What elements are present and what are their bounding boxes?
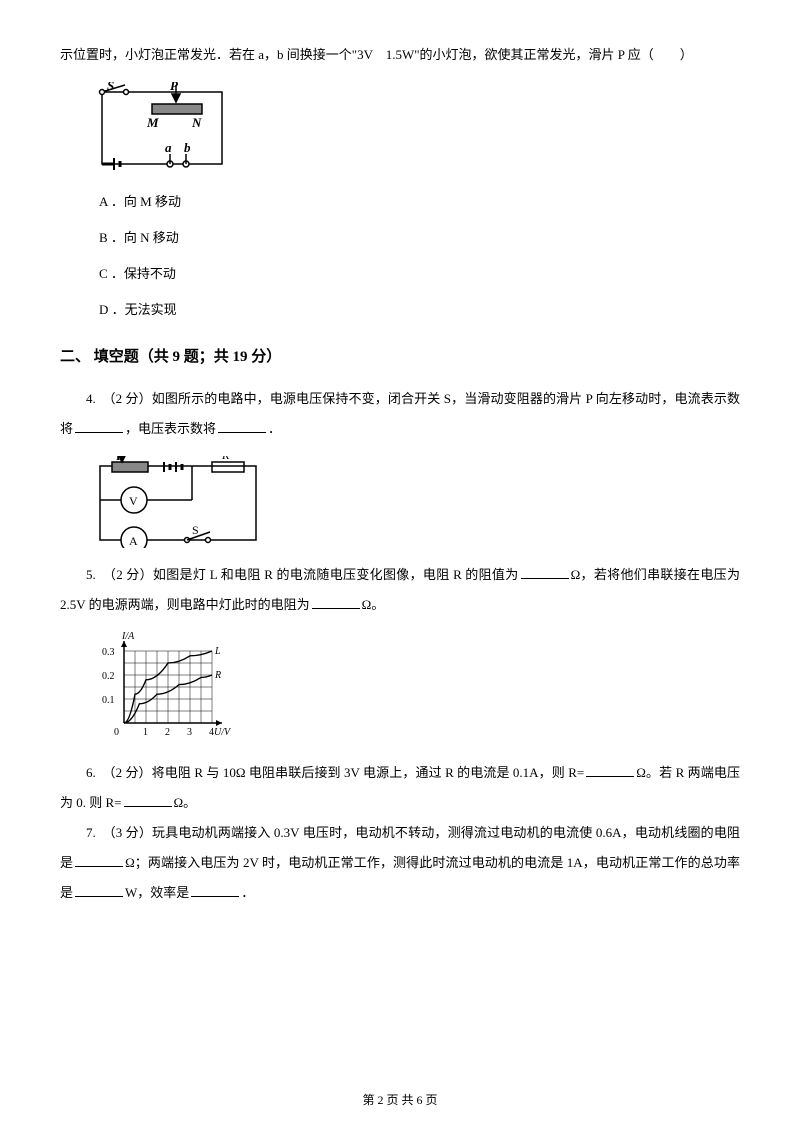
svg-text:0: 0 (114, 727, 119, 738)
svg-text:1: 1 (143, 727, 148, 738)
q7-blank2[interactable] (75, 882, 123, 897)
q5-text-a: 5. （2 分）如图是灯 L 和电阻 R 的电流随电压变化图像，电阻 R 的阻值… (86, 567, 519, 582)
label-V: V (129, 494, 138, 508)
q3-text: 示位置时，小灯泡正常发光．若在 a，b 间换接一个"3V 1.5W"的小灯泡，欲… (60, 40, 740, 70)
q5-blank1[interactable] (521, 564, 569, 579)
q6-text: 6. （2 分）将电阻 R 与 10Ω 电阻串联后接到 3V 电源上，通过 R … (60, 758, 740, 818)
label-P: P (170, 82, 179, 93)
q3-option-d: D ．无法实现 (99, 297, 740, 323)
label-S: S (107, 82, 114, 93)
svg-text:3: 3 (187, 727, 192, 738)
q6-text-c: Ω。 (174, 795, 197, 810)
svg-text:0.3: 0.3 (102, 647, 115, 658)
q6-blank2[interactable] (124, 792, 172, 807)
q7-blank3[interactable] (191, 882, 239, 897)
q6-text-a: 6. （2 分）将电阻 R 与 10Ω 电阻串联后接到 3V 电源上，通过 R … (86, 765, 584, 780)
svg-text:0.1: 0.1 (102, 695, 115, 706)
section2-title: 二、 填空题（共 9 题；共 19 分） (60, 345, 740, 366)
q3-option-c: C ．保持不动 (99, 261, 740, 287)
q5-text-c: Ω。 (362, 597, 385, 612)
q4-blank1[interactable] (75, 418, 123, 433)
q3-option-a: A ．向 M 移动 (99, 189, 740, 215)
label-R4: R (221, 456, 230, 462)
svg-text:2: 2 (165, 727, 170, 738)
q7-text-d: ． (241, 885, 254, 900)
q6-blank1[interactable] (586, 762, 634, 777)
label-a: a (165, 140, 172, 155)
page-footer: 第 2 页 共 6 页 (0, 1091, 800, 1108)
q3-option-b: B ．向 N 移动 (99, 225, 740, 251)
q4-text: 4. （2 分）如图所示的电路中，电源电压保持不变，闭合开关 S，当滑动变阻器的… (60, 384, 740, 444)
q3-circuit-figure: S P M N a b (92, 82, 740, 177)
label-M: M (146, 115, 159, 130)
q4-blank2[interactable] (218, 418, 266, 433)
svg-text:0.2: 0.2 (102, 671, 115, 682)
q4-text-c: ． (268, 421, 281, 436)
q5-chart-figure: LR12340.10.20.30I/AU/V (92, 631, 740, 746)
svg-text:L: L (214, 646, 221, 657)
q4-circuit-figure: P R V A S (92, 456, 740, 548)
svg-text:I/A: I/A (121, 631, 135, 642)
q5-blank2[interactable] (312, 594, 360, 609)
q7-text: 7. （3 分）玩具电动机两端接入 0.3V 电压时，电动机不转动，测得流过电动… (60, 818, 740, 908)
q4-text-b: ，电压表示数将 (125, 421, 216, 436)
svg-text:R: R (214, 670, 221, 681)
svg-text:U/V: U/V (214, 727, 232, 738)
label-N: N (191, 115, 202, 130)
label-A: A (129, 534, 138, 548)
label-P4: P (116, 456, 123, 463)
label-S4: S (192, 523, 199, 537)
q5-text: 5. （2 分）如图是灯 L 和电阻 R 的电流随电压变化图像，电阻 R 的阻值… (60, 560, 740, 620)
q7-text-c: W，效率是 (125, 885, 189, 900)
q7-blank1[interactable] (75, 852, 123, 867)
label-b: b (184, 140, 191, 155)
